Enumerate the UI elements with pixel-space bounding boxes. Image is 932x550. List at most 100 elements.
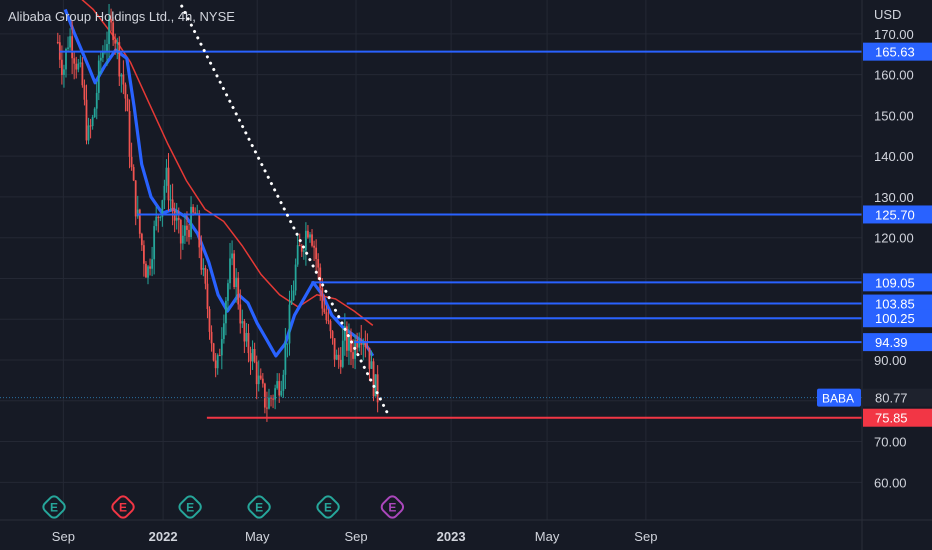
candle-body bbox=[181, 235, 184, 244]
candle-body bbox=[356, 340, 359, 348]
candle-body bbox=[241, 321, 244, 324]
candle-body bbox=[352, 352, 354, 359]
candle-body bbox=[280, 390, 283, 396]
candle-body bbox=[348, 334, 350, 351]
earnings-marker[interactable]: E bbox=[315, 494, 340, 519]
earnings-marker-label: E bbox=[186, 501, 194, 515]
candle-body bbox=[286, 343, 289, 345]
candle-body bbox=[266, 407, 268, 409]
candle-body bbox=[128, 111, 131, 157]
candle-body bbox=[60, 59, 63, 75]
candle-body bbox=[253, 348, 256, 362]
candle-body bbox=[56, 41, 59, 43]
level-price-label: 109.05 bbox=[875, 275, 915, 290]
earnings-diamond-icon bbox=[380, 495, 405, 519]
candle-body bbox=[130, 156, 133, 168]
candle-body bbox=[85, 99, 88, 141]
x-axis-tick-label: 2022 bbox=[149, 529, 178, 544]
candle-body bbox=[118, 42, 121, 77]
candle-body bbox=[292, 290, 295, 300]
candle-body bbox=[126, 98, 129, 112]
candle-body bbox=[108, 19, 110, 45]
y-axis-tick-label: 60.00 bbox=[874, 475, 907, 490]
candle-body bbox=[227, 283, 229, 301]
candle-body bbox=[157, 216, 160, 219]
candle-body bbox=[143, 245, 145, 264]
candle-body bbox=[362, 342, 365, 345]
last-price-label: 80.77 bbox=[875, 391, 908, 406]
candle-body bbox=[313, 245, 315, 248]
candle-body bbox=[122, 74, 125, 85]
earnings-marker[interactable]: E bbox=[110, 494, 135, 519]
last-price-tag bbox=[863, 388, 932, 407]
y-axis-tick-label: 160.00 bbox=[874, 68, 914, 83]
earnings-diamond-icon bbox=[42, 495, 66, 519]
candle-body bbox=[110, 19, 112, 23]
earnings-diamond-icon bbox=[178, 495, 202, 519]
candle-body bbox=[300, 245, 303, 252]
earnings-marker-label: E bbox=[324, 501, 332, 515]
earnings-marker[interactable]: E bbox=[177, 494, 202, 519]
candle-body bbox=[243, 321, 246, 342]
earnings-diamond-icon bbox=[247, 495, 271, 519]
ticker-tag bbox=[817, 388, 861, 407]
candle-body bbox=[106, 44, 108, 52]
level-price-tag bbox=[863, 309, 932, 328]
level-price-tag bbox=[863, 205, 932, 224]
candle-body bbox=[321, 288, 324, 309]
candle-body bbox=[165, 167, 168, 186]
candle-body bbox=[140, 233, 143, 246]
candle-body bbox=[376, 374, 379, 403]
candle-body bbox=[151, 259, 154, 269]
candle-body bbox=[175, 217, 178, 221]
candle-body bbox=[214, 360, 217, 369]
candle-body bbox=[325, 312, 328, 321]
earnings-marker[interactable]: E bbox=[246, 494, 271, 519]
earnings-diamond-icon bbox=[316, 495, 340, 519]
candle-body bbox=[309, 234, 311, 238]
downtrend-dotted-line[interactable] bbox=[180, 4, 391, 417]
candle-body bbox=[206, 283, 209, 309]
candle-body bbox=[284, 343, 287, 375]
level-price-label: 94.39 bbox=[875, 335, 908, 350]
candle-body bbox=[163, 185, 166, 201]
x-axis-tick-label: Sep bbox=[634, 529, 657, 544]
candle-body bbox=[222, 323, 225, 340]
candle-body bbox=[216, 355, 219, 369]
candle-body bbox=[278, 381, 281, 396]
earnings-marker[interactable]: E bbox=[41, 494, 66, 519]
candle-body bbox=[136, 209, 139, 217]
level-price-label: 165.63 bbox=[875, 45, 915, 60]
candle-body bbox=[341, 340, 344, 367]
y-axis-tick-label: 120.00 bbox=[874, 231, 914, 246]
candle-body bbox=[186, 225, 188, 230]
y-axis-tick-label: 70.00 bbox=[874, 435, 907, 450]
candle-body bbox=[212, 343, 215, 361]
candle-body bbox=[200, 247, 203, 270]
candle-body bbox=[263, 383, 266, 408]
candle-body bbox=[245, 332, 248, 342]
candle-body bbox=[177, 217, 180, 220]
candle-body bbox=[87, 125, 90, 141]
candle-body bbox=[374, 374, 377, 397]
level-price-label: 103.85 bbox=[875, 297, 915, 312]
candle-body bbox=[225, 300, 227, 324]
candle-body bbox=[231, 253, 233, 259]
candle-body bbox=[331, 331, 334, 339]
candle-body bbox=[167, 167, 170, 201]
candle-body bbox=[358, 340, 361, 348]
level-price-tag bbox=[863, 333, 932, 352]
candle-body bbox=[91, 117, 94, 127]
candle-body bbox=[210, 331, 213, 344]
candle-body bbox=[208, 308, 211, 332]
candle-body bbox=[204, 268, 207, 284]
candle-body bbox=[147, 266, 149, 278]
candle-body bbox=[247, 332, 250, 354]
candle-body bbox=[237, 277, 240, 305]
x-axis-tick-label: May bbox=[535, 529, 560, 544]
candle-body bbox=[120, 74, 123, 77]
earnings-marker[interactable]: E bbox=[380, 494, 405, 519]
candle-body bbox=[179, 219, 182, 244]
